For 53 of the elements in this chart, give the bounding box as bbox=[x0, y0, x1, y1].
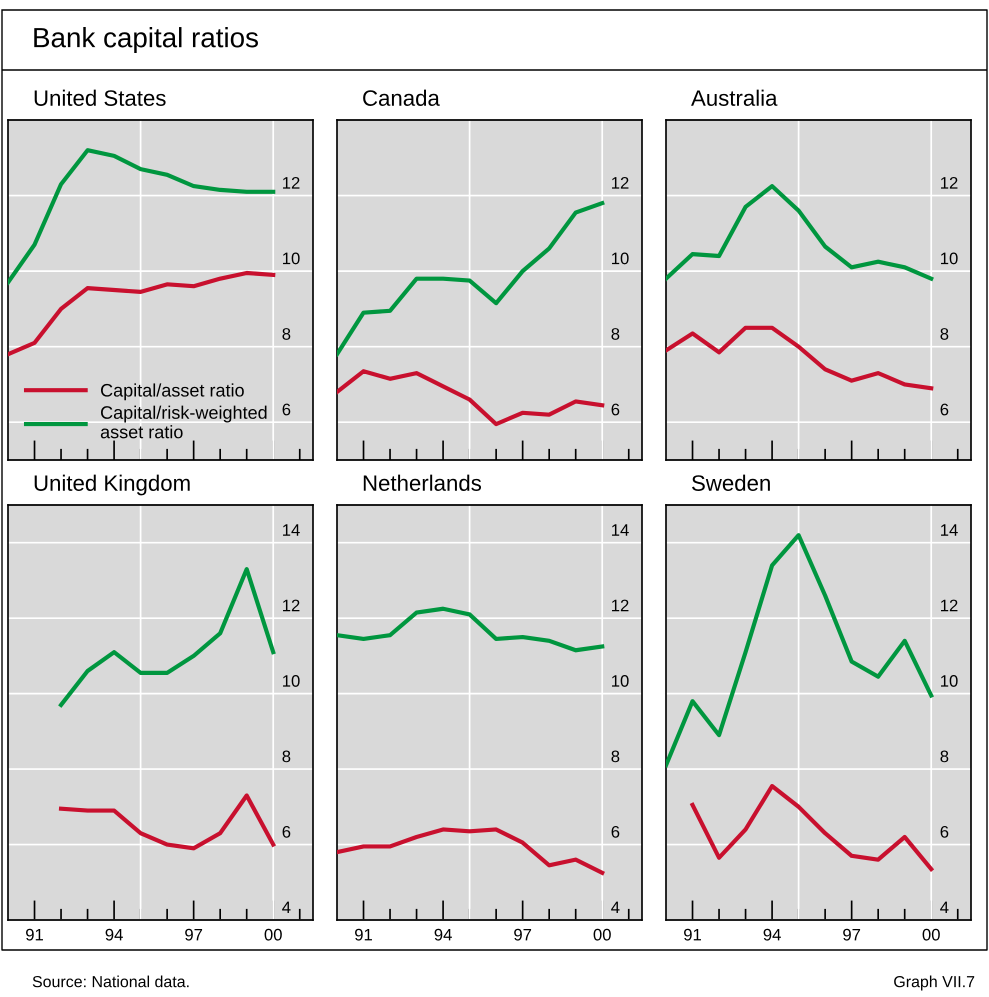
x-tick-label: 00 bbox=[594, 928, 611, 941]
chart-title: United States bbox=[34, 90, 166, 106]
y-tick-label: 8 bbox=[940, 750, 948, 762]
x-tick-label: 91 bbox=[684, 928, 701, 941]
y-tick-label: 6 bbox=[940, 826, 948, 838]
x-tick-label: 97 bbox=[514, 928, 532, 941]
y-tick-label: 8 bbox=[611, 328, 620, 340]
x-tick-label: 97 bbox=[843, 928, 860, 941]
chart-title: United Kingdom bbox=[34, 474, 190, 496]
x-tick-label: 97 bbox=[185, 928, 202, 941]
x-tick-label: 94 bbox=[434, 928, 452, 941]
y-tick-label: 8 bbox=[940, 328, 948, 340]
y-tick-label: 10 bbox=[612, 675, 629, 687]
y-tick-label: 8 bbox=[282, 750, 290, 762]
y-tick-label: 12 bbox=[283, 176, 300, 189]
text: Bank capital ratios bbox=[34, 27, 258, 53]
chart-title: Canada bbox=[363, 90, 440, 106]
y-tick-label: 4 bbox=[611, 902, 620, 914]
y-tick-label: 12 bbox=[612, 176, 628, 189]
y-tick-label: 12 bbox=[283, 600, 300, 612]
y-tick-label: 14 bbox=[612, 524, 629, 536]
y-tick-label: 10 bbox=[283, 252, 300, 264]
legend-label: Capital/asset ratio bbox=[101, 383, 244, 400]
source-note: Source: National data. bbox=[32, 976, 189, 988]
x-tick-label: 91 bbox=[355, 928, 372, 941]
chart-title: Sweden bbox=[692, 474, 770, 491]
y-tick-label: 6 bbox=[612, 404, 620, 416]
y-tick-label: 14 bbox=[941, 524, 958, 536]
x-tick-label: 94 bbox=[106, 928, 123, 941]
y-tick-label: 12 bbox=[941, 600, 958, 612]
y-tick-label: 6 bbox=[612, 826, 620, 838]
y-tick-label: 4 bbox=[282, 902, 291, 914]
x-tick-label: 00 bbox=[922, 928, 940, 941]
x-tick-label: 91 bbox=[26, 928, 43, 941]
legend-label: Capital/risk-weighted asset ratio bbox=[100, 406, 267, 438]
y-tick-label: 4 bbox=[940, 902, 949, 914]
y-tick-label: 6 bbox=[282, 826, 290, 838]
y-tick-label: 10 bbox=[941, 675, 958, 687]
chart-title: Australia bbox=[691, 90, 778, 106]
y-tick-label: 6 bbox=[282, 404, 290, 416]
x-tick-label: 94 bbox=[764, 928, 781, 941]
text: Graph VII.7 bbox=[894, 976, 974, 990]
x-tick-label: 00 bbox=[264, 928, 282, 941]
y-tick-label: 10 bbox=[941, 252, 958, 264]
y-tick-label: 10 bbox=[612, 252, 629, 264]
y-tick-label: 12 bbox=[941, 176, 958, 189]
y-tick-label: 8 bbox=[611, 750, 620, 762]
y-tick-label: 10 bbox=[283, 675, 300, 687]
chart-title: Netherlands bbox=[364, 474, 482, 491]
y-tick-label: 8 bbox=[282, 328, 290, 340]
y-tick-label: 6 bbox=[940, 404, 948, 416]
y-tick-label: 12 bbox=[612, 600, 628, 612]
y-tick-label: 14 bbox=[283, 524, 300, 536]
